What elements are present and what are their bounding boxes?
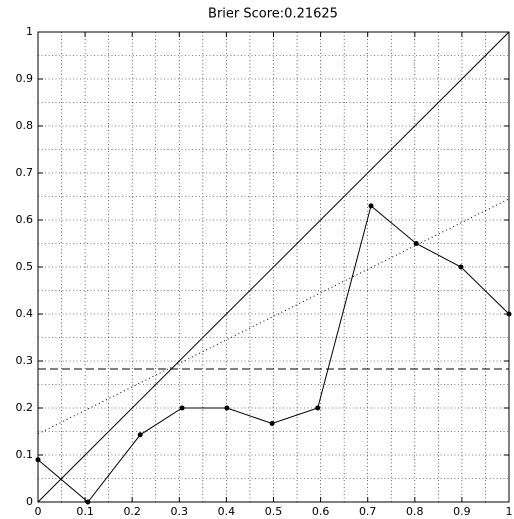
axes-box bbox=[37, 31, 510, 503]
y-tick-label: 0.8 bbox=[16, 119, 34, 132]
x-tick-label: 0.8 bbox=[406, 505, 424, 518]
y-tick-label: 1 bbox=[26, 25, 33, 38]
point bbox=[368, 203, 374, 209]
y-tick-label: 0.3 bbox=[16, 354, 34, 367]
y-tick-label: 0.5 bbox=[16, 260, 34, 273]
x-tick-label: 0.6 bbox=[312, 505, 330, 518]
x-tick-label: 0.1 bbox=[76, 505, 94, 518]
point bbox=[269, 421, 275, 427]
y-tick-label: 0.6 bbox=[16, 213, 34, 226]
y-tick-label: 0 bbox=[26, 495, 33, 508]
y-tick-label: 0.4 bbox=[16, 307, 34, 320]
y-tick-label: 0.2 bbox=[16, 401, 34, 414]
point bbox=[506, 311, 512, 317]
x-tick-label: 0.9 bbox=[453, 505, 471, 518]
x-tick-label: 1 bbox=[506, 505, 513, 518]
x-tick-label: 0.7 bbox=[359, 505, 377, 518]
chart-title: Brier Score:0.21625 bbox=[208, 7, 338, 22]
point bbox=[315, 405, 321, 411]
series-line bbox=[37, 31, 510, 503]
point bbox=[137, 432, 143, 438]
x-tick-label: 0.2 bbox=[123, 505, 141, 518]
x-tick-label: 0.5 bbox=[265, 505, 283, 518]
point bbox=[224, 405, 230, 411]
y-tick-label: 0.9 bbox=[16, 72, 34, 85]
point bbox=[179, 405, 185, 411]
x-tick-label: 0 bbox=[35, 505, 42, 518]
point bbox=[413, 241, 419, 246]
point bbox=[85, 499, 91, 505]
point bbox=[35, 457, 41, 463]
y-tick-label: 0.7 bbox=[16, 166, 34, 179]
point bbox=[458, 264, 464, 270]
x-tick-label: 0.3 bbox=[171, 505, 189, 518]
y-tick-label: 0.1 bbox=[16, 448, 34, 461]
x-tick-label: 0.4 bbox=[218, 505, 236, 518]
